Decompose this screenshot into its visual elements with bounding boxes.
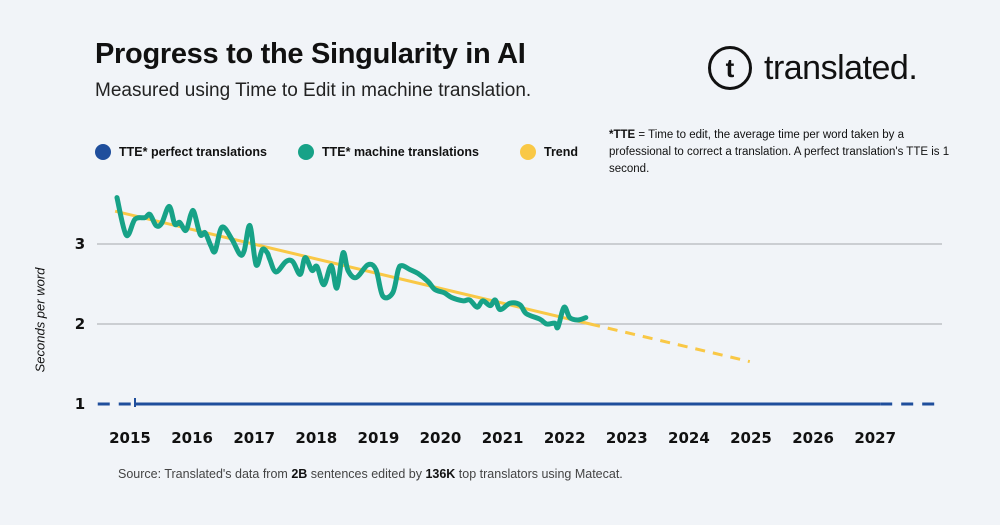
source-suffix: top translators using Matecat. bbox=[455, 467, 623, 481]
machine-translation-line bbox=[114, 195, 589, 331]
x-tick-label: 2018 bbox=[295, 429, 337, 447]
source-sentences: 2B bbox=[291, 467, 308, 481]
logo-mark-icon: t bbox=[708, 46, 752, 90]
legend-perfect: TTE* perfect translations bbox=[95, 144, 267, 160]
legend-trend: Trend bbox=[520, 144, 578, 160]
x-tick-label: 2016 bbox=[171, 429, 213, 447]
source-mid: sentences edited by bbox=[307, 467, 426, 481]
x-tick-label: 2026 bbox=[792, 429, 834, 447]
legend-label: Trend bbox=[544, 145, 579, 159]
tte-note: *TTE = Time to edit, the average time pe… bbox=[609, 127, 954, 178]
legend-label: TTE* perfect translations bbox=[119, 145, 267, 159]
x-tick-label: 2020 bbox=[420, 429, 462, 447]
x-tick-label: 2025 bbox=[730, 429, 772, 447]
page-title: Progress to the Singularity in AI bbox=[95, 38, 526, 70]
source-note: Source: Translated's data from 2B senten… bbox=[118, 467, 623, 481]
logo-text: translated. bbox=[764, 48, 918, 87]
translated-logo: t translated. bbox=[708, 46, 918, 90]
legend-machine: TTE* machine translations bbox=[298, 144, 479, 160]
source-translators: 136K bbox=[425, 467, 456, 481]
x-tick-label: 2024 bbox=[668, 429, 710, 447]
legend-dot-icon bbox=[520, 144, 536, 160]
legend-dot-icon bbox=[298, 144, 314, 160]
y-tick-label: 3 bbox=[75, 235, 85, 253]
y-tick-label: 2 bbox=[75, 315, 85, 333]
note-text: = Time to edit, the average time per wor… bbox=[609, 129, 950, 175]
legend-dot-icon bbox=[95, 144, 111, 160]
x-tick-label: 2015 bbox=[109, 429, 151, 447]
x-tick-label: 2027 bbox=[854, 429, 896, 447]
chart-legend: TTE* perfect translations TTE* machine t… bbox=[0, 144, 600, 164]
trend-projection bbox=[589, 322, 751, 364]
x-tick-label: 2022 bbox=[544, 429, 586, 447]
x-tick-label: 2023 bbox=[606, 429, 648, 447]
y-tick-label: 1 bbox=[75, 395, 85, 413]
x-tick-label: 2019 bbox=[358, 429, 400, 447]
x-tick-label: 2017 bbox=[233, 429, 275, 447]
note-term: *TTE bbox=[609, 129, 636, 141]
legend-label: TTE* machine translations bbox=[322, 145, 479, 159]
x-tick-label: 2021 bbox=[482, 429, 524, 447]
page-subtitle: Measured using Time to Edit in machine t… bbox=[95, 80, 532, 101]
source-prefix: Source: Translated's data from bbox=[118, 467, 292, 481]
